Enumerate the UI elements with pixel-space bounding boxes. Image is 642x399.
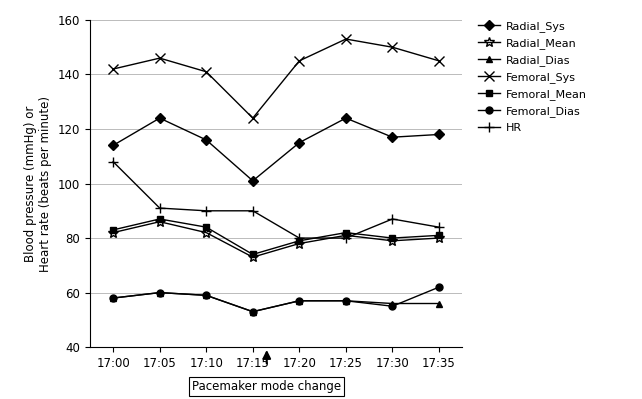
Radial_Sys xyxy=(388,135,396,140)
Femoral_Dias xyxy=(388,304,396,309)
HR xyxy=(295,236,303,241)
Line: Radial_Sys: Radial_Sys xyxy=(110,115,442,184)
Femoral_Dias xyxy=(342,298,350,303)
Line: Femoral_Dias: Femoral_Dias xyxy=(110,284,442,315)
Radial_Sys xyxy=(109,143,117,148)
Radial_Sys xyxy=(202,138,210,142)
Radial_Dias xyxy=(435,301,443,306)
Radial_Mean xyxy=(388,238,396,243)
Line: HR: HR xyxy=(108,157,444,243)
Radial_Sys xyxy=(156,116,164,120)
HR xyxy=(249,208,257,213)
Femoral_Dias xyxy=(435,285,443,290)
Femoral_Mean xyxy=(388,236,396,241)
HR xyxy=(388,217,396,221)
Femoral_Mean xyxy=(109,227,117,232)
Femoral_Sys xyxy=(202,69,210,74)
Femoral_Sys xyxy=(295,58,303,63)
Radial_Mean xyxy=(109,230,117,235)
Radial_Sys xyxy=(295,140,303,145)
Femoral_Dias xyxy=(109,296,117,300)
Radial_Mean xyxy=(342,233,350,238)
Femoral_Dias xyxy=(249,309,257,314)
Radial_Dias xyxy=(156,290,164,295)
Femoral_Sys xyxy=(388,45,396,49)
HR xyxy=(156,206,164,211)
Radial_Mean xyxy=(156,219,164,224)
Femoral_Mean xyxy=(435,233,443,238)
HR xyxy=(435,225,443,229)
Femoral_Mean xyxy=(156,217,164,221)
HR xyxy=(202,208,210,213)
Femoral_Mean xyxy=(295,238,303,243)
Femoral_Sys xyxy=(109,67,117,71)
Femoral_Mean xyxy=(342,230,350,235)
Femoral_Dias xyxy=(295,298,303,303)
Legend: Radial_Sys, Radial_Mean, Radial_Dias, Femoral_Sys, Femoral_Mean, Femoral_Dias, H: Radial_Sys, Radial_Mean, Radial_Dias, Fe… xyxy=(473,17,591,138)
Radial_Sys xyxy=(249,178,257,183)
Radial_Dias xyxy=(202,293,210,298)
Radial_Mean xyxy=(295,241,303,246)
Y-axis label: Blood pressure (mmHg) or
Heart rate (beats per minute): Blood pressure (mmHg) or Heart rate (bea… xyxy=(24,95,52,272)
Femoral_Dias xyxy=(202,293,210,298)
Radial_Dias xyxy=(342,298,350,303)
Line: Radial_Dias: Radial_Dias xyxy=(110,289,442,315)
HR xyxy=(109,159,117,164)
Radial_Sys xyxy=(435,132,443,137)
Line: Femoral_Sys: Femoral_Sys xyxy=(108,34,444,123)
Radial_Sys xyxy=(342,116,350,120)
Radial_Mean xyxy=(202,230,210,235)
Radial_Dias xyxy=(388,301,396,306)
Femoral_Sys xyxy=(249,116,257,120)
Radial_Mean xyxy=(249,255,257,260)
Text: Pacemaker mode change: Pacemaker mode change xyxy=(192,380,342,393)
Femoral_Sys xyxy=(435,58,443,63)
Femoral_Sys xyxy=(156,56,164,61)
Radial_Dias xyxy=(109,296,117,300)
Radial_Dias xyxy=(295,298,303,303)
Femoral_Mean xyxy=(249,252,257,257)
HR xyxy=(342,236,350,241)
Line: Femoral_Mean: Femoral_Mean xyxy=(110,215,442,258)
Radial_Dias xyxy=(249,309,257,314)
Femoral_Sys xyxy=(342,37,350,41)
Line: Radial_Mean: Radial_Mean xyxy=(108,217,444,262)
Femoral_Dias xyxy=(156,290,164,295)
Radial_Mean xyxy=(435,236,443,241)
Femoral_Mean xyxy=(202,225,210,229)
